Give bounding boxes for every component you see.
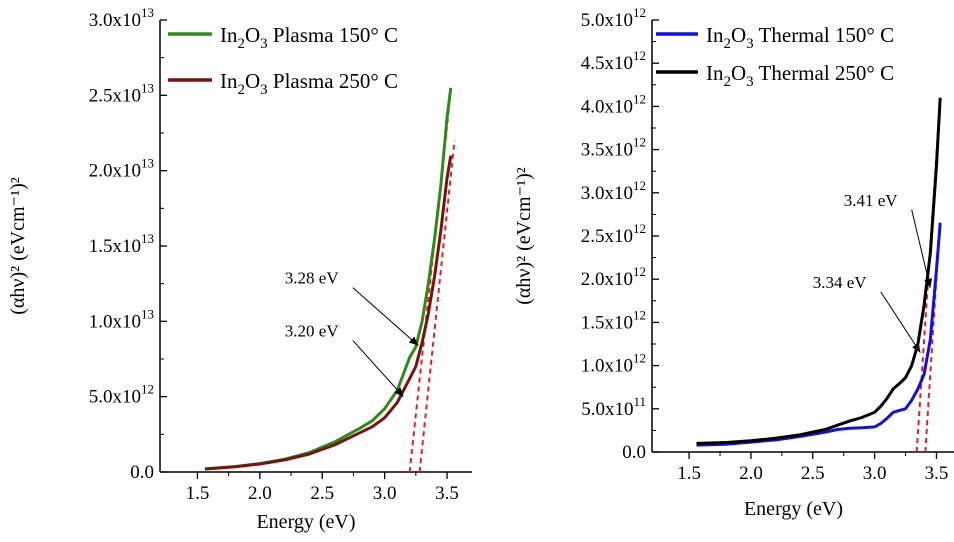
- y-tick-label: 2.0x1013: [89, 156, 154, 182]
- y-tick-label: 0.0: [622, 442, 646, 463]
- x-axis-title: Energy (eV): [744, 498, 843, 520]
- y-tick-label: 3.0x1013: [89, 5, 154, 31]
- chart-panel-2: 0.0 5.0x1011 1.0x1012 1.5x1012 2.0x1012 2.5x1…: [513, 5, 954, 520]
- annotation-label: 3.20 eV: [285, 321, 340, 340]
- y-tick-label: 4.5x1012: [581, 48, 646, 74]
- y-tick-label: 3.0x1012: [581, 178, 646, 204]
- y-tick-label: 2.5x1012: [581, 221, 646, 247]
- chart-panel-1: 0.0 5.0x1012 1.0x1013 1.5x1013 2.0x1013 2.5x1…: [7, 5, 472, 533]
- y-tick-label: 1.5x1013: [89, 231, 154, 257]
- x-tick-label: 2.0: [248, 483, 272, 504]
- x-tick-label: 3.5: [925, 463, 949, 484]
- x-tick-label: 2.0: [739, 463, 763, 484]
- legend-label: In2O3 Thermal 150° C: [706, 23, 894, 52]
- y-axis-title: (αhν)² (eVcm⁻¹)²: [7, 177, 29, 314]
- series-line: [205, 156, 451, 469]
- y-tick-label: 2.0x1012: [581, 264, 646, 290]
- y-tick-label: 2.5x1013: [89, 80, 154, 106]
- y-axis-title: (αhν)² (eVcm⁻¹)²: [513, 167, 535, 304]
- annotation-label: 3.28 eV: [285, 269, 340, 288]
- annotation-arrow: [912, 210, 931, 288]
- x-tick-label: 3.0: [863, 463, 887, 484]
- y-tick-label: 0.0: [130, 462, 154, 483]
- x-tick-label: 2.5: [310, 483, 334, 504]
- annotation-arrow: [353, 288, 419, 346]
- y-tick-label: 5.0x1012: [581, 5, 646, 31]
- annotation-arrow: [353, 340, 404, 396]
- series-line: [697, 223, 941, 445]
- x-tick-label: 2.5: [801, 463, 825, 484]
- x-tick-label: 1.5: [186, 483, 210, 504]
- y-tick-label: 3.5x1012: [581, 135, 646, 161]
- legend-label: In2O3 Plasma 150° C: [220, 23, 398, 52]
- y-tick-label: 1.5x1012: [581, 307, 646, 333]
- y-tick-label: 1.0x1012: [581, 351, 646, 377]
- x-tick-label: 3.0: [373, 483, 397, 504]
- x-tick-label: 3.5: [435, 483, 459, 504]
- legend-label: In2O3 Plasma 250° C: [220, 69, 398, 98]
- y-tick-label: 5.0x1011: [581, 394, 646, 420]
- annotation-label: 3.34 eV: [813, 273, 868, 292]
- y-tick-label: 1.0x1013: [89, 306, 154, 332]
- legend-label: In2O3 Thermal 250° C: [706, 61, 894, 90]
- y-tick-label: 4.0x1012: [581, 91, 646, 117]
- x-tick-label: 1.5: [677, 463, 701, 484]
- y-tick-label: 5.0x1012: [89, 382, 154, 408]
- annotation-label: 3.41 eV: [844, 191, 899, 210]
- x-axis-title: Energy (eV): [256, 511, 355, 533]
- annotation-arrow: [881, 292, 921, 353]
- series-line: [697, 98, 941, 444]
